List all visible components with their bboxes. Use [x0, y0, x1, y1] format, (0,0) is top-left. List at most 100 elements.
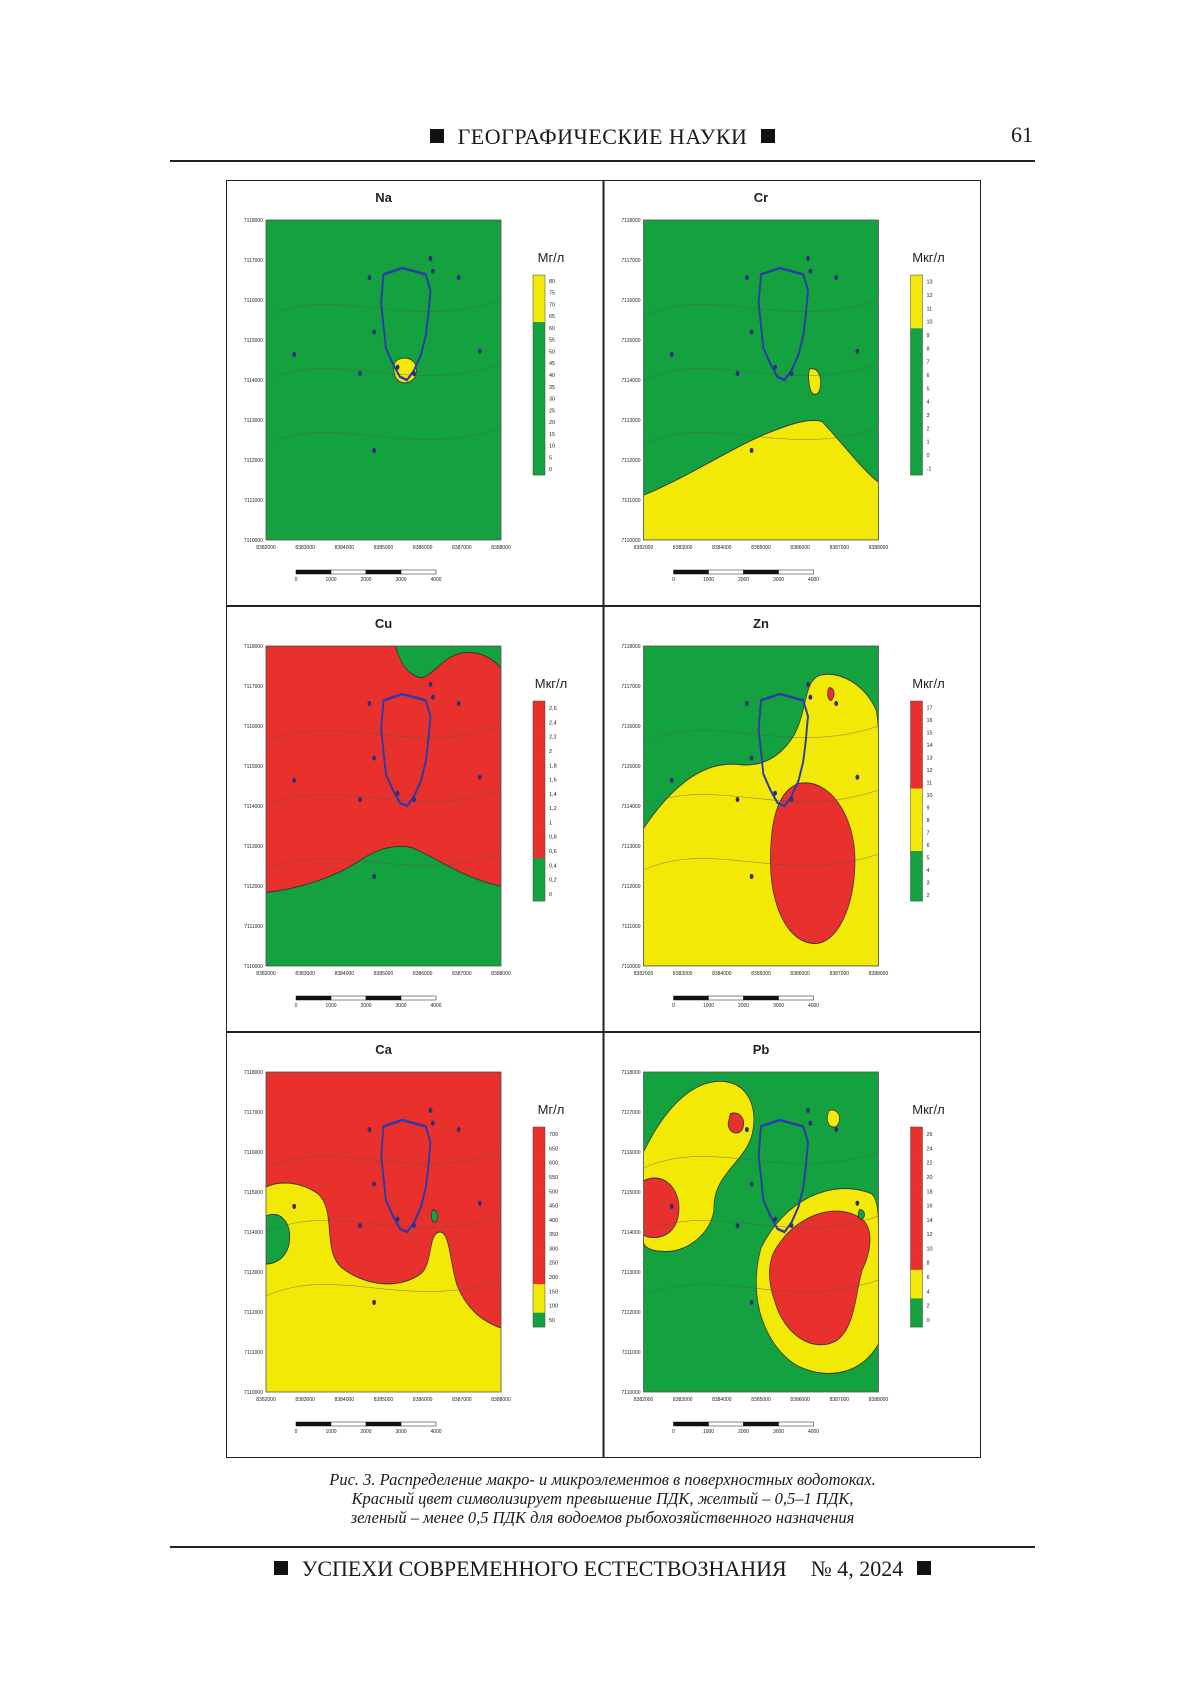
legend-label: 6 [927, 1275, 930, 1281]
legend-swatch [911, 408, 923, 422]
map-area [266, 1072, 501, 1392]
legend-unit-zn: Мкг/л [912, 676, 944, 691]
caption-line-3: зеленый – менее 0,5 ПДК для водоемов рыб… [170, 1508, 1035, 1527]
legend-swatch [533, 1213, 545, 1228]
legend-label: 4 [927, 868, 930, 874]
legend-swatch [911, 462, 923, 476]
sampling-point [372, 448, 376, 453]
x-tick-label: 8382000 [634, 971, 654, 977]
sampling-point [372, 1300, 376, 1305]
zone-red [728, 1113, 744, 1133]
y-tick-label: 7112000 [244, 884, 263, 890]
y-tick-label: 7113000 [621, 844, 640, 850]
legend-label: 15 [927, 730, 933, 736]
legend-swatch [533, 844, 545, 859]
legend-swatch [911, 864, 923, 877]
y-tick-label: 7111000 [622, 1350, 641, 1356]
legend-swatch [533, 440, 545, 452]
legend-swatch [911, 1298, 923, 1313]
panel-title-zn: Zn [753, 616, 769, 631]
y-tick-label: 7115000 [621, 1190, 640, 1196]
sampling-point [773, 1217, 777, 1222]
legend-swatch [911, 275, 923, 289]
sampling-point [368, 1127, 372, 1132]
x-tick-label: 8386000 [790, 545, 810, 551]
sampling-point [372, 1181, 376, 1186]
legend-swatch [533, 1227, 545, 1242]
sampling-point [457, 275, 461, 280]
y-tick-label: 7113000 [244, 418, 263, 424]
y-tick-label: 7116000 [621, 298, 640, 304]
scale-bar-segment [709, 1422, 744, 1426]
legend-label: 0 [927, 1318, 930, 1324]
legend-label: 400 [549, 1218, 558, 1224]
legend-label: 75 [549, 291, 555, 297]
legend-swatch [911, 839, 923, 852]
sampling-point [806, 682, 810, 687]
x-tick-label: 8386000 [413, 1397, 433, 1403]
legend-unit-na: Мг/л [538, 250, 565, 265]
sampling-point [855, 775, 859, 780]
legend-label: 10 [927, 320, 933, 326]
legend-label: 1 [927, 440, 930, 446]
x-tick-label: 8387000 [830, 545, 850, 551]
legend-swatch [911, 422, 923, 436]
legend-label: 5 [927, 386, 930, 392]
legend-label: 17 [927, 705, 933, 711]
legend-label: 16 [927, 1204, 933, 1210]
sampling-point [478, 349, 482, 354]
legend-swatch [533, 887, 545, 902]
x-tick-label: 8382000 [256, 971, 276, 977]
legend-label: 24 [927, 1146, 933, 1152]
sampling-point [750, 874, 754, 879]
legend-swatch [911, 776, 923, 789]
legend-swatch [533, 872, 545, 887]
legend-swatch [533, 381, 545, 393]
y-tick-label: 7115000 [621, 338, 640, 344]
scale-bar-segment [296, 1422, 331, 1426]
map-panel-cr: Cr71180007117000711600071150007114000711… [604, 181, 981, 606]
x-tick-label: 8384000 [712, 545, 732, 551]
sampling-point [670, 352, 674, 357]
sampling-point [808, 1121, 812, 1126]
sampling-point [396, 365, 400, 370]
y-tick-label: 7111000 [244, 1350, 263, 1356]
legend-swatch [911, 751, 923, 764]
sampling-point [431, 1121, 435, 1126]
scale-tick-label: 4000 [808, 1003, 819, 1009]
y-tick-label: 7113000 [621, 1270, 640, 1276]
sampling-point [431, 695, 435, 700]
y-tick-label: 7118000 [621, 1070, 640, 1076]
x-tick-label: 8382000 [634, 545, 654, 551]
legend-label: 50 [549, 1318, 555, 1324]
sampling-point [773, 791, 777, 796]
scale-bar-segment [401, 996, 436, 1000]
legend-label: 5 [927, 855, 930, 861]
scale-bar-segment [366, 1422, 401, 1426]
legend-label: 700 [549, 1132, 558, 1138]
legend-label: 16 [927, 718, 933, 724]
legend-swatch [533, 744, 545, 759]
sampling-point [790, 797, 794, 802]
legend-swatch [533, 1127, 545, 1142]
y-tick-label: 7118000 [244, 1070, 263, 1076]
legend-label: 2 [549, 749, 552, 755]
y-tick-label: 7116000 [621, 724, 640, 730]
legend-label: 7 [927, 830, 930, 836]
y-tick-label: 7110000 [621, 538, 640, 544]
legend-label: 30 [549, 397, 555, 403]
x-tick-label: 8385000 [374, 545, 394, 551]
scale-bar-segment [674, 570, 709, 574]
y-tick-label: 7110000 [621, 964, 640, 970]
legend-swatch [911, 448, 923, 462]
legend-swatch [533, 346, 545, 358]
y-tick-label: 7114000 [244, 378, 263, 384]
sampling-point [834, 1127, 838, 1132]
x-tick-label: 8388000 [869, 1397, 889, 1403]
scale-tick-label: 2000 [738, 577, 749, 583]
map-area [644, 646, 879, 966]
x-tick-label: 8386000 [413, 545, 433, 551]
x-tick-label: 8384000 [335, 971, 355, 977]
sampling-point [429, 1108, 433, 1113]
x-tick-label: 8387000 [452, 1397, 472, 1403]
